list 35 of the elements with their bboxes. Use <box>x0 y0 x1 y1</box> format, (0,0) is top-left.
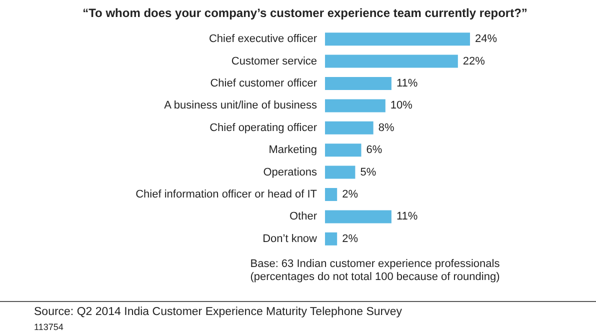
data-label: 2% <box>342 232 358 245</box>
data-label: 24% <box>475 33 498 46</box>
bar <box>325 144 362 157</box>
y-tick-label: Chief executive officer <box>208 33 318 46</box>
y-tick-label: Customer service <box>231 55 317 68</box>
bar <box>325 166 356 179</box>
data-label: 22% <box>462 55 486 68</box>
data-label: 8% <box>378 122 394 134</box>
bar <box>325 32 470 46</box>
data-label: 11% <box>396 78 418 90</box>
y-tick-label: Chief information officer or head of IT <box>136 188 318 200</box>
bar <box>325 99 386 112</box>
y-tick-label: Marketing <box>268 144 317 156</box>
text: Base: 63 Indian customer experience professionals <box>249 258 501 270</box>
source-note: Source: Q2 2014 India Customer Experience Maturity Telephone Survey <box>34 306 402 318</box>
bar <box>325 121 374 134</box>
bar <box>325 188 338 201</box>
data-label: 6% <box>366 144 382 156</box>
bar <box>325 77 392 90</box>
y-tick-label: Don’t know <box>262 232 318 245</box>
data-label: 5% <box>360 166 376 178</box>
text: 113754 <box>34 322 64 332</box>
data-label: 2% <box>342 188 358 200</box>
data-label: 10% <box>390 100 413 112</box>
data-label: 11% <box>396 210 418 223</box>
chart-title: “To whom does your company’s customer experience team currently report?” <box>82 6 528 20</box>
bar <box>325 54 458 68</box>
bar <box>325 210 392 224</box>
text: (percentages do not total 100 because of rounding) <box>249 271 501 283</box>
y-tick-label: A business unit/line of business <box>164 100 318 112</box>
y-tick-label: Operations <box>263 166 318 178</box>
bar <box>325 232 338 246</box>
y-tick-label: Chief operating officer <box>210 122 318 134</box>
y-tick-label: Other <box>289 210 318 223</box>
y-tick-label: Chief customer officer <box>210 78 318 90</box>
